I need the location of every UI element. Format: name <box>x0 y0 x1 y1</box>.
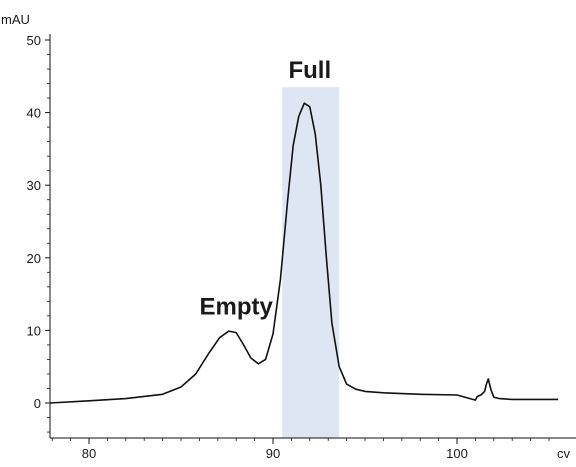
tick-marks <box>45 39 550 444</box>
x-tick-label: 90 <box>266 446 280 461</box>
x-axis-unit: cv <box>557 446 571 461</box>
axes <box>49 34 576 439</box>
chromatogram-trace <box>49 102 559 404</box>
y-tick-label: 30 <box>27 178 41 193</box>
y-tick-label: 10 <box>27 323 41 338</box>
annotations: Empty Full <box>200 57 332 321</box>
y-tick-label: 50 <box>27 33 41 48</box>
y-tick-label: 20 <box>27 251 41 266</box>
full-highlight-band <box>282 87 340 438</box>
y-tick-label: 0 <box>34 396 41 411</box>
y-tick-label: 40 <box>27 106 41 121</box>
tick-labels: 0 10 20 30 40 50 80 90 100 <box>27 33 468 461</box>
annotation-full: Full <box>288 57 331 84</box>
x-tick-label: 100 <box>446 446 468 461</box>
annotation-empty: Empty <box>200 293 274 320</box>
y-axis-unit: mAU <box>1 12 30 27</box>
x-tick-label: 80 <box>82 446 96 461</box>
